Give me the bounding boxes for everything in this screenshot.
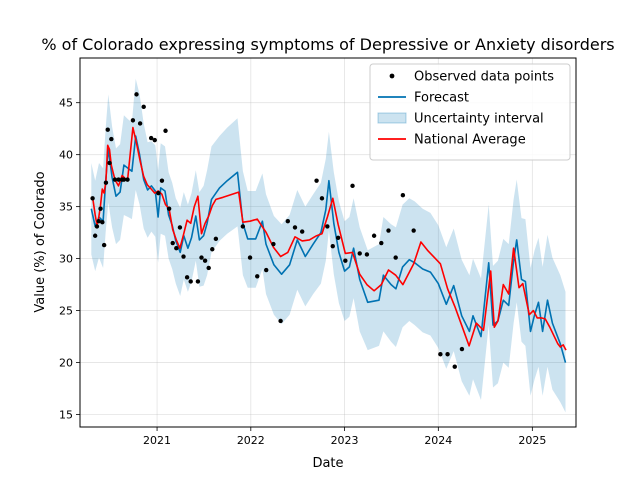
observed-data-point	[159, 178, 165, 183]
observed-data-point	[170, 240, 175, 246]
observed-data-point	[299, 229, 305, 234]
observed-data-point	[98, 206, 103, 211]
observed-data-point	[271, 241, 276, 247]
observed-data-point	[314, 178, 319, 183]
y-tick-label: 15	[59, 409, 73, 422]
observed-data-point	[174, 246, 179, 251]
observed-data-point	[202, 258, 208, 263]
observed-data-point	[130, 118, 136, 123]
observed-data-point	[188, 279, 193, 284]
observed-data-point	[163, 128, 168, 133]
observed-data-point	[141, 104, 146, 110]
observed-data-point	[438, 352, 443, 357]
observed-data-point	[247, 255, 253, 260]
y-axis-label: Value (%) of Colorado	[33, 171, 48, 312]
observed-data-point	[181, 254, 186, 259]
uncertainty-interval-area	[91, 78, 566, 413]
legend-patch-swatch	[377, 112, 407, 124]
observed-data-point	[330, 243, 335, 249]
observed-data-point	[371, 233, 377, 238]
uncertainty-band	[91, 78, 566, 413]
observed-data-point	[101, 242, 107, 248]
observed-data-point	[96, 218, 101, 224]
observed-data-point	[137, 121, 143, 126]
axes-frame	[79, 57, 577, 428]
y-tick-label: 20	[59, 357, 73, 370]
y-tick-label: 35	[59, 201, 73, 214]
observed-data-point	[278, 318, 283, 324]
x-tick-label: 2024	[424, 434, 452, 447]
y-tick-label: 45	[59, 97, 73, 110]
observed-data-point	[240, 224, 246, 229]
observed-data-point	[116, 177, 121, 182]
observed-data-point	[210, 247, 215, 252]
observed-data-point	[319, 196, 325, 201]
national-average-line	[91, 126, 567, 351]
observed-data-point	[452, 364, 457, 369]
observed-data-point	[292, 225, 298, 230]
x-tick-label: 2021	[143, 434, 171, 447]
observed-data-point	[90, 196, 95, 201]
observed-data-point	[213, 236, 219, 242]
observed-points	[90, 92, 465, 369]
observed-data-point	[103, 180, 109, 185]
x-axis-label: Date	[312, 456, 343, 471]
observed-data-point	[112, 177, 118, 182]
observed-data-point	[105, 127, 110, 132]
legend-box	[369, 63, 571, 161]
observed-data-point	[350, 183, 355, 189]
observed-data-point	[255, 274, 260, 279]
legend: Observed data points Forecast Uncertainty …	[369, 63, 571, 161]
observed-data-point	[206, 265, 211, 271]
observed-data-point	[357, 251, 362, 256]
observed-data-point	[325, 224, 330, 229]
x-tick-label: 2025	[518, 434, 546, 447]
observed-data-point	[148, 135, 154, 141]
observed-data-point	[199, 255, 204, 260]
legend-marker-observed	[389, 73, 395, 79]
legend-label: National Average	[414, 133, 526, 148]
observed-data-point	[379, 240, 384, 246]
series-lines	[90, 126, 567, 363]
x-tick-label: 2023	[331, 434, 359, 447]
observed-data-point	[459, 346, 465, 352]
observed-data-point	[121, 177, 127, 182]
observed-data-point	[94, 224, 100, 229]
y-tick-label: 25	[59, 305, 73, 318]
observed-data-point	[152, 137, 157, 143]
observed-data-point	[125, 177, 130, 182]
observed-data-point	[109, 136, 114, 142]
observed-data-point	[445, 352, 450, 357]
observed-data-point	[92, 233, 98, 238]
observed-data-point	[107, 160, 112, 166]
observed-data-point	[177, 225, 183, 230]
observed-data-point	[134, 92, 139, 97]
observed-data-point	[264, 267, 269, 273]
observed-data-point	[364, 252, 370, 257]
observed-data-point	[195, 279, 201, 284]
observed-data-point	[166, 206, 172, 211]
y-tick-label: 30	[59, 253, 73, 266]
observed-data-point	[400, 193, 406, 198]
observed-data-point	[100, 220, 105, 225]
observed-data-point	[343, 258, 348, 263]
legend-label: Uncertainty interval	[414, 112, 544, 127]
legend-label: Observed data points	[414, 70, 554, 85]
y-tick-label: 40	[59, 149, 73, 162]
observed-data-point	[285, 218, 291, 224]
observed-data-point	[411, 228, 416, 233]
observed-data-point	[386, 228, 391, 233]
x-tick-label: 2022	[237, 434, 265, 447]
observed-data-point	[393, 255, 398, 260]
observed-data-point	[156, 190, 161, 196]
chart-title: % of Colorado expressing symptoms of Dep…	[41, 35, 614, 54]
observed-data-point	[184, 275, 190, 280]
observed-data-point	[335, 235, 341, 241]
legend-label: Forecast	[414, 91, 469, 106]
